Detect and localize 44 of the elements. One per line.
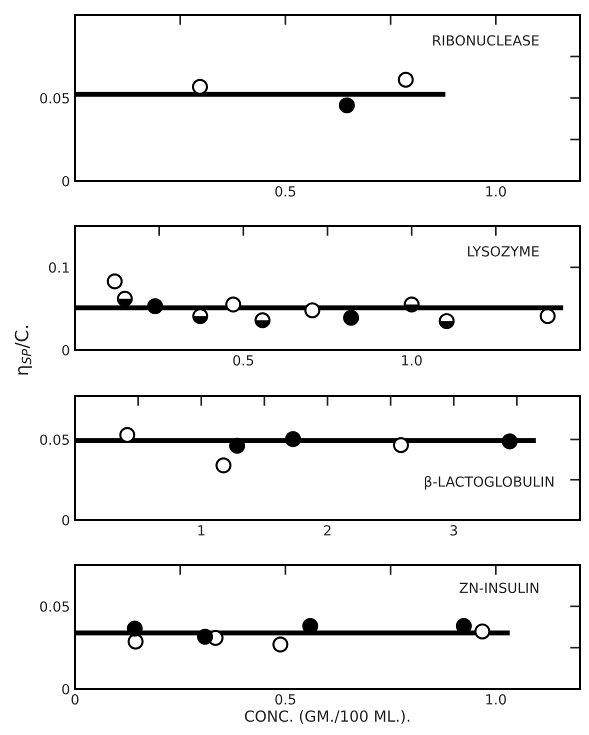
point: [197, 628, 214, 645]
y-axis-title: η$_{SP}$/C.: [14, 326, 32, 375]
point: [304, 302, 320, 318]
point: [106, 273, 123, 290]
x-tick-label: 0.5: [275, 186, 296, 197]
y-tick-label: 0: [62, 176, 70, 186]
point: [540, 308, 556, 324]
point: [272, 636, 288, 653]
point: [285, 431, 302, 448]
x-tick-label: 1.0: [486, 694, 506, 705]
annotation: β-LACTOGLOBULIN: [424, 476, 554, 490]
y-tick-label: 0: [62, 684, 70, 694]
annotation: LYSOZYME: [468, 246, 539, 257]
point: [128, 634, 144, 650]
x-tick-label: 0: [71, 694, 78, 705]
point: [392, 437, 409, 454]
x-tick-label: 0.5: [233, 355, 254, 366]
y-tick-label: 0: [62, 344, 70, 356]
point: [126, 620, 143, 637]
point: [119, 426, 136, 443]
y-tick-label: 0.05: [40, 434, 69, 445]
point: [398, 72, 414, 88]
point: [474, 623, 490, 640]
x-axis-title: CONC. (GM./100 ML.).: [244, 710, 410, 724]
y-tick-label: 0.1: [48, 262, 69, 273]
point: [225, 296, 242, 313]
annotation: ZN-INSULIN: [460, 582, 538, 594]
y-tick-label: 0.05: [40, 92, 69, 104]
point: [338, 97, 355, 114]
y-tick-label: 0: [62, 514, 70, 526]
point: [502, 433, 518, 450]
annotation: RIBONUCLEASE: [433, 35, 539, 46]
point: [192, 78, 208, 95]
x-tick-label: 3: [450, 525, 458, 536]
point: [343, 310, 360, 326]
x-tick-label: 2: [324, 525, 331, 536]
x-tick-label: 0.5: [275, 694, 296, 705]
point: [147, 298, 164, 314]
point: [215, 457, 232, 474]
y-tick-label: 0.05: [40, 601, 69, 612]
x-tick-label: 1.0: [402, 355, 422, 366]
point: [229, 438, 246, 454]
x-tick-label: 1.0: [486, 186, 506, 197]
x-tick-label: 1: [198, 525, 204, 536]
